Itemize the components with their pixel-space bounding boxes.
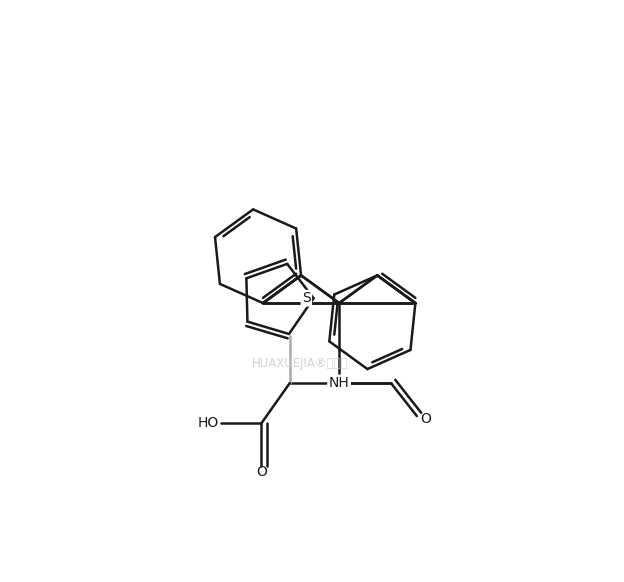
Text: HO: HO xyxy=(197,416,218,430)
Text: HUAXUEJIA®化学加: HUAXUEJIA®化学加 xyxy=(251,357,348,370)
Text: NH: NH xyxy=(329,376,349,390)
Text: O: O xyxy=(256,464,267,478)
Text: O: O xyxy=(334,376,344,390)
Text: O: O xyxy=(421,412,431,426)
Text: S: S xyxy=(302,291,311,306)
